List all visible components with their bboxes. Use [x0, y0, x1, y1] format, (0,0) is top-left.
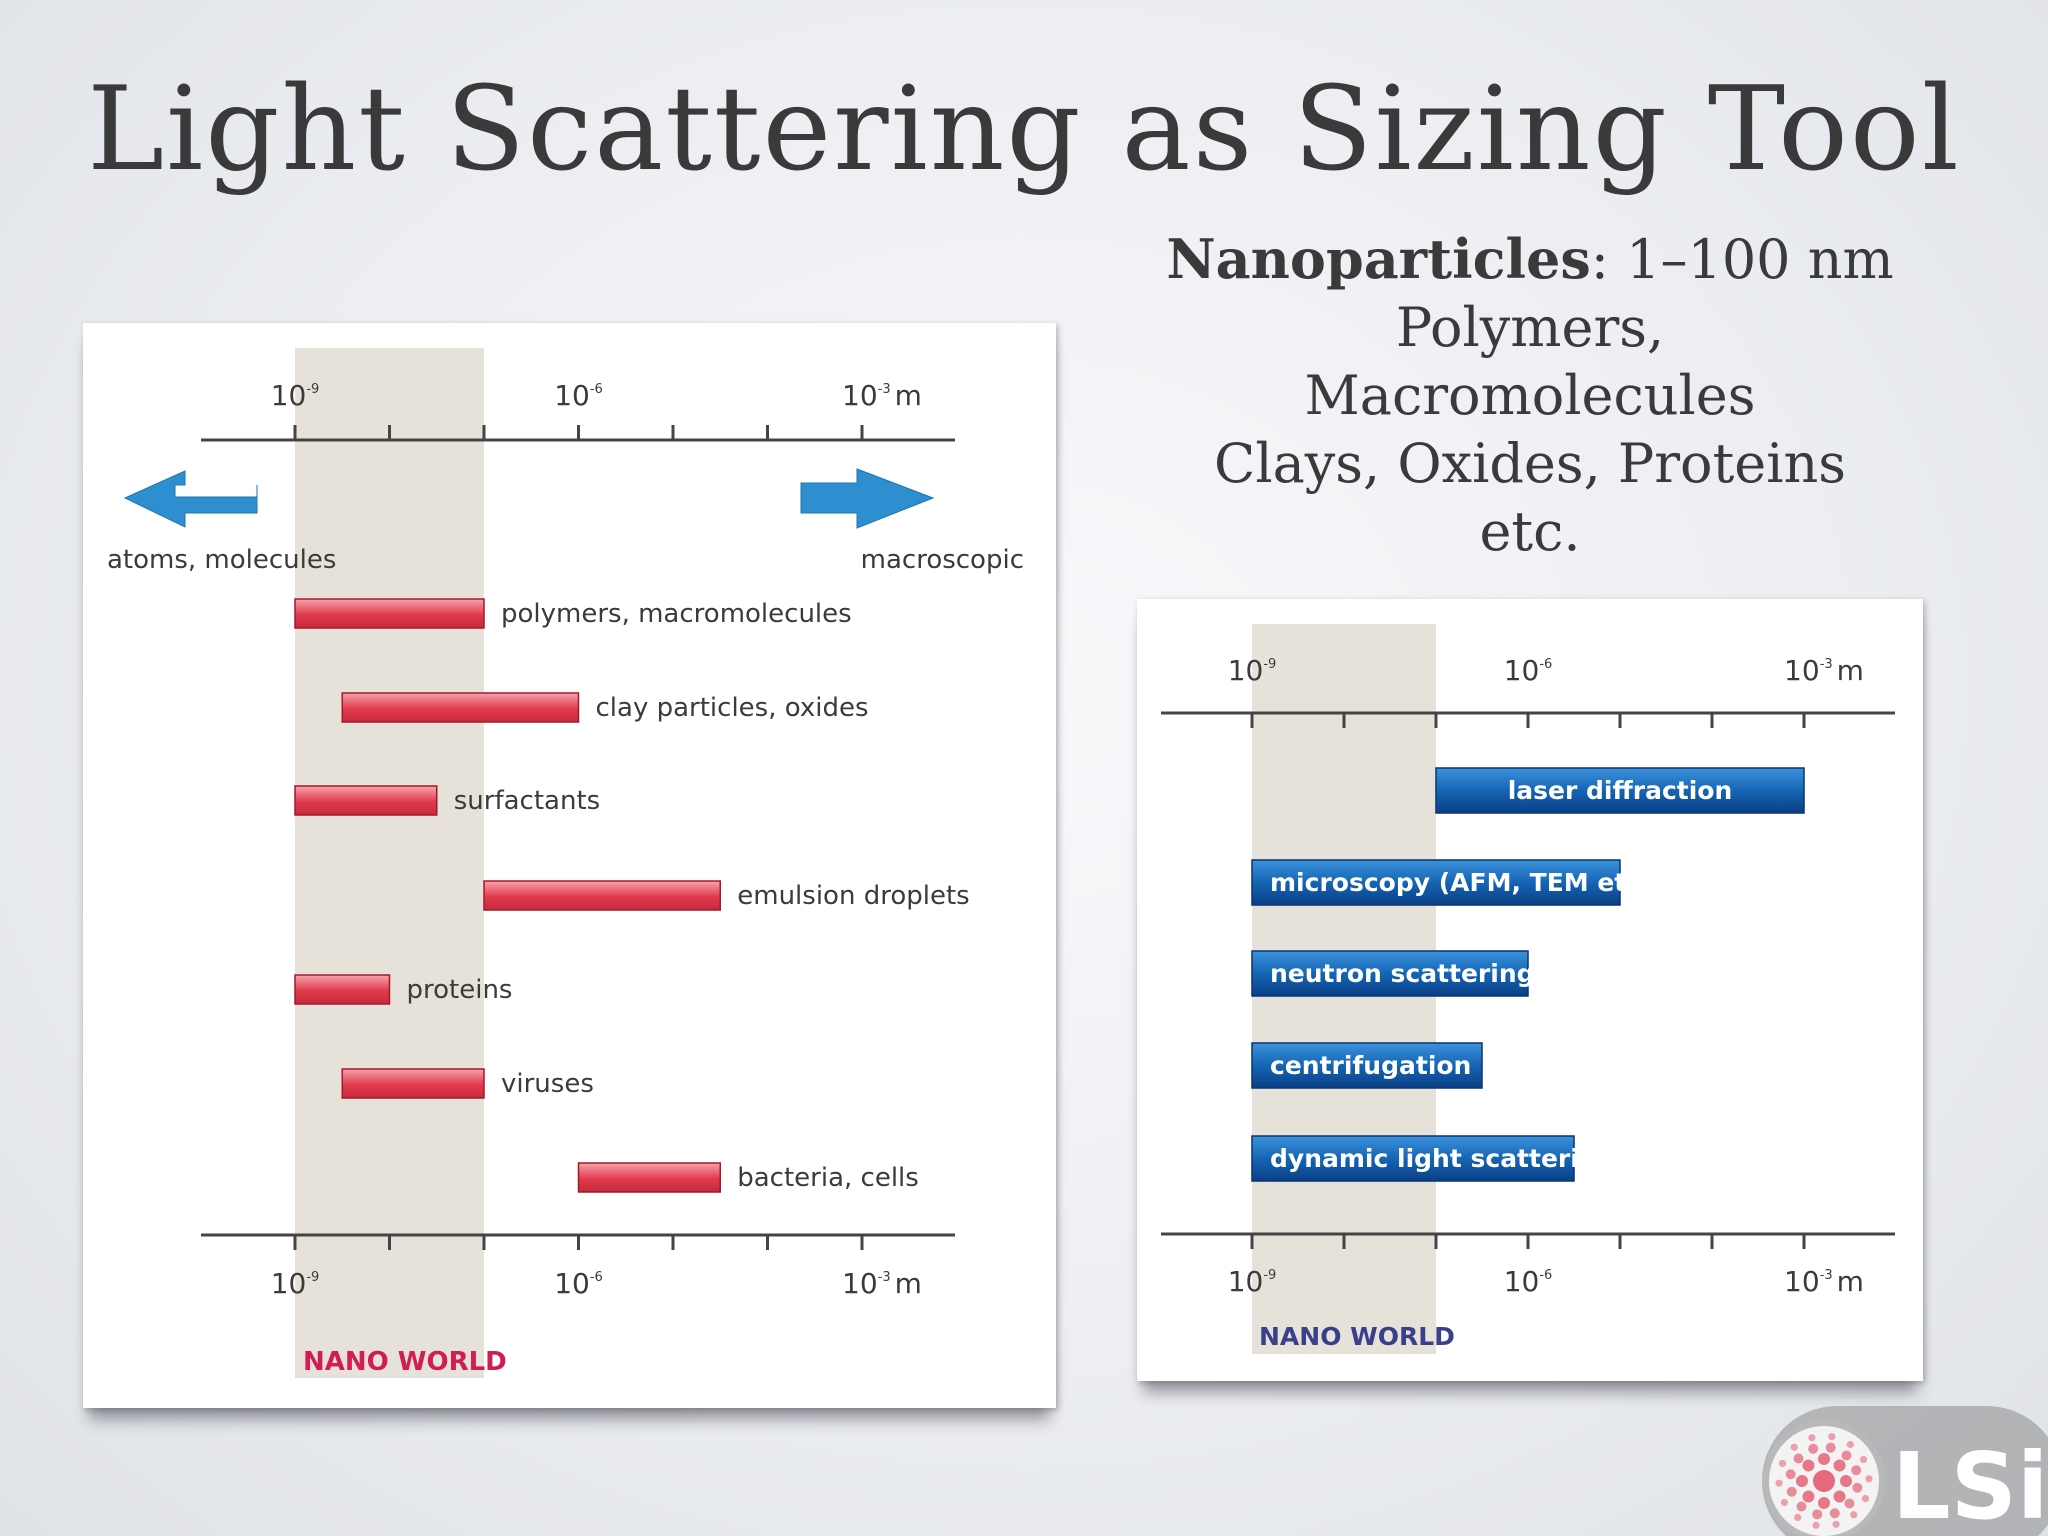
size-range-chart-panel: 10-9 10-6 10-3 m 10-9 10-6 10-3 m atoms, molecul…	[83, 323, 1056, 1408]
logo-dot	[1813, 1470, 1835, 1492]
sizing-methods-chart: 10-9 10-6 10-3 m 10-9 10-6 10-3 m laser diffract…	[1161, 624, 1895, 1354]
bottom-tick-label: 10-6	[554, 1267, 603, 1300]
logo-dot	[1829, 1508, 1840, 1519]
top-tick-label: 10-3 m	[1784, 654, 1864, 687]
nanoparticles-range: : 1–100 nm	[1590, 228, 1894, 291]
range-bar	[294, 598, 485, 629]
logo-dot	[1833, 1490, 1846, 1503]
bottom-tick-label: 10-9	[271, 1267, 320, 1300]
logo-dot	[1808, 1443, 1819, 1454]
logo-dot	[1808, 1434, 1816, 1442]
range-bar	[294, 974, 391, 1005]
logo-dot	[1802, 1459, 1815, 1472]
logo-dot	[1865, 1475, 1873, 1483]
nano-line: Macromolecules	[1304, 364, 1756, 427]
logo-dot	[1850, 1511, 1858, 1519]
nano-world-label: NANO WORLD	[1259, 1322, 1455, 1351]
range-bar-label: polymers, macromolecules	[501, 599, 852, 629]
right-arrow-icon	[800, 468, 935, 529]
range-bar	[294, 785, 438, 816]
nanoparticles-text: Nanoparticles: 1–100 nm Polymers, Macrom…	[1150, 225, 1910, 566]
logo-dot	[1840, 1475, 1852, 1487]
method-bar	[1251, 950, 1529, 997]
logo-dot	[1818, 1453, 1830, 1465]
slide-title: Light Scattering as Sizing Tool	[87, 62, 1961, 197]
logo-dot	[1796, 1475, 1808, 1487]
logo-dot	[1852, 1482, 1863, 1493]
nano-world-band	[295, 348, 484, 1378]
bottom-tick-label: 10-9	[1228, 1265, 1277, 1298]
logo-burst-icon	[1775, 1433, 1873, 1529]
nanoparticles-label: Nanoparticles	[1166, 227, 1591, 291]
top-tick-label: 10-3 m	[842, 379, 922, 412]
bottom-tick-label: 10-6	[1504, 1265, 1553, 1298]
bottom-tick-label: 10-3 m	[1784, 1265, 1864, 1298]
logo-dot	[1846, 1440, 1854, 1449]
logo-dot	[1844, 1498, 1855, 1509]
nano-world-label: NANO WORLD	[303, 1347, 507, 1377]
range-bar	[341, 692, 580, 723]
logo-dot	[1818, 1497, 1830, 1509]
method-bar	[1251, 859, 1621, 906]
logo-dot	[1832, 1520, 1840, 1528]
method-bar-label: laser diffraction	[1508, 776, 1733, 805]
nanoparticles-heading: Nanoparticles: 1–100 nm	[1150, 225, 1910, 294]
logo-dot	[1859, 1455, 1868, 1464]
nano-line: Polymers,	[1395, 296, 1665, 359]
logo-dot	[1812, 1509, 1823, 1520]
arrow-label-atoms: atoms, molecules	[107, 545, 336, 575]
lsi-logo: LSi	[1762, 1406, 2048, 1536]
nano-line: Clays, Oxides, Proteins	[1214, 432, 1846, 495]
size-range-chart: 10-9 10-6 10-3 m 10-9 10-6 10-3 m atoms, molecul…	[107, 348, 1024, 1378]
method-bar-label: centrifugation	[1270, 1051, 1471, 1080]
bottom-tick-label: 10-3 m	[842, 1267, 922, 1300]
logo-dot	[1861, 1494, 1870, 1503]
range-bar-label: viruses	[501, 1069, 594, 1099]
range-bar	[577, 1162, 721, 1193]
logo-dot	[1802, 1490, 1815, 1503]
logo-dot	[1780, 1498, 1789, 1507]
logo-dot	[1793, 1453, 1804, 1464]
top-tick-label: 10-9	[1228, 654, 1277, 687]
logo-dot	[1778, 1459, 1787, 1468]
sizing-methods-chart-panel: 10-9 10-6 10-3 m 10-9 10-6 10-3 m laser diffract…	[1137, 599, 1923, 1381]
top-tick-label: 10-6	[1504, 654, 1553, 687]
range-bar-label: emulsion droplets	[737, 881, 969, 911]
nano-line: etc.	[1479, 500, 1581, 563]
logo-dot	[1786, 1486, 1797, 1497]
logo-dot	[1851, 1465, 1862, 1476]
logo-dot	[1812, 1521, 1820, 1529]
range-bar-label: proteins	[407, 975, 513, 1005]
method-bar	[1251, 1135, 1575, 1182]
logo-dot	[1796, 1501, 1807, 1512]
range-bar-label: surfactants	[454, 786, 600, 816]
top-tick-label: 10-6	[554, 379, 603, 412]
logo-dot	[1825, 1442, 1836, 1453]
range-bar-label: clay particles, oxides	[596, 693, 869, 723]
logo-dot	[1828, 1433, 1836, 1441]
logo-dot	[1833, 1459, 1846, 1472]
range-bar-label: bacteria, cells	[737, 1163, 919, 1193]
logo-dot	[1794, 1513, 1802, 1522]
range-bar	[341, 1068, 485, 1099]
logo-dot	[1775, 1479, 1783, 1487]
logo-dot	[1785, 1469, 1796, 1480]
method-bar-label: neutron scattering	[1270, 959, 1535, 988]
top-tick-label: 10-9	[271, 379, 320, 412]
range-bar	[483, 880, 721, 911]
logo-dot	[1841, 1450, 1852, 1461]
method-bar	[1251, 1042, 1483, 1089]
arrow-label-macroscopic: macroscopic	[861, 545, 1024, 575]
logo-dot	[1790, 1443, 1798, 1451]
left-arrow-icon	[123, 470, 258, 528]
method-bar-label: dynamic light scattering	[1270, 1144, 1615, 1173]
method-bar	[1435, 767, 1805, 814]
method-bar-label: microscopy (AFM, TEM etc.)	[1270, 868, 1662, 897]
logo-text: LSi	[1892, 1433, 2048, 1536]
